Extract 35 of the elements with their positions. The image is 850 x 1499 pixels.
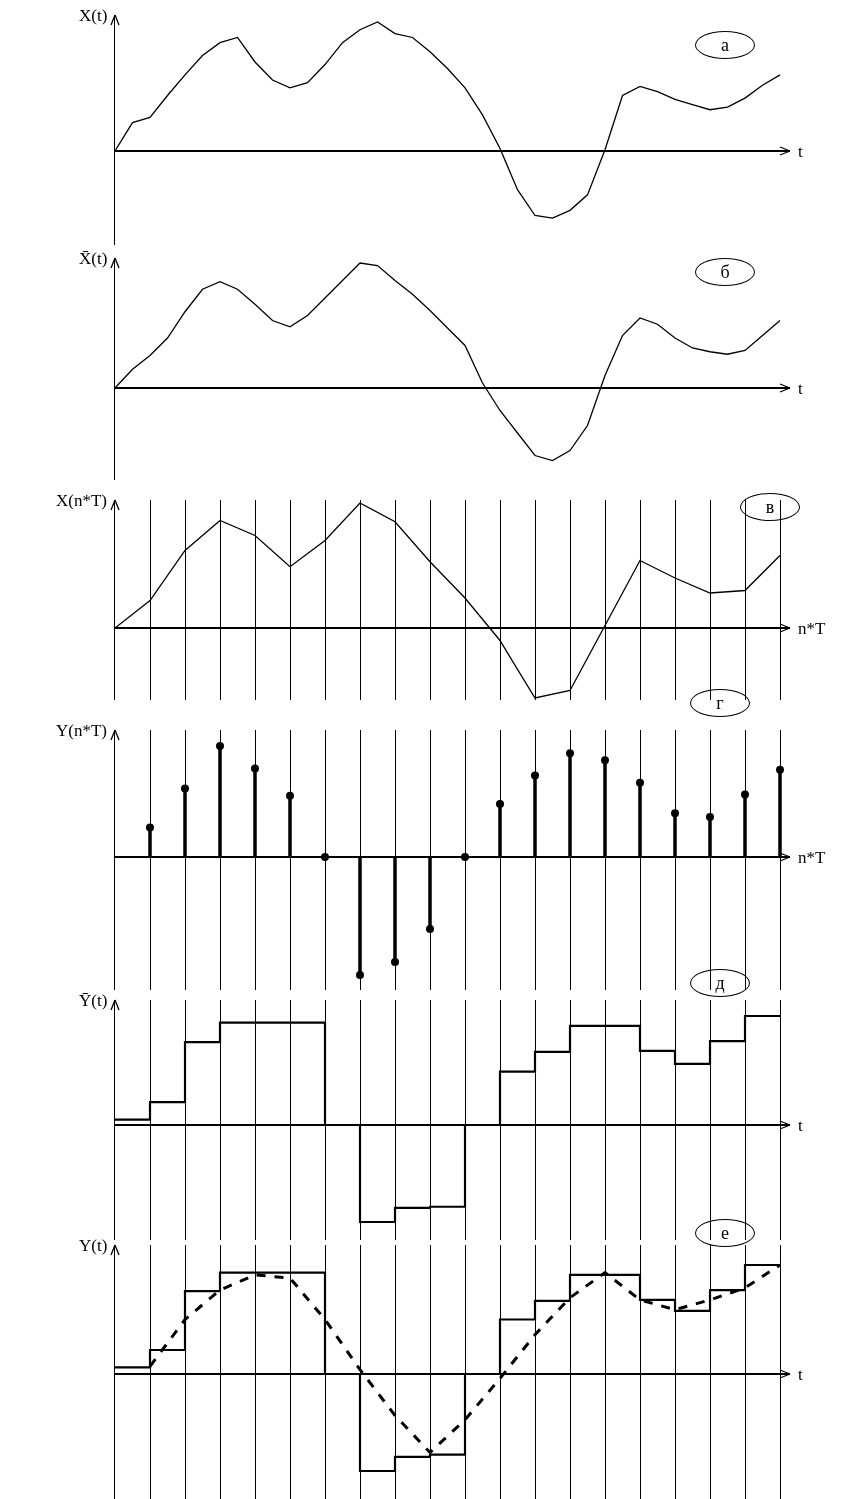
point (286, 791, 294, 800)
x-axis-title: t (798, 1116, 803, 1135)
chart-title: е (721, 1223, 729, 1243)
y-axis-title: Y(n*T) (56, 721, 107, 740)
y-axis-title: X(n*T) (56, 491, 107, 510)
y-axis-title: Y(t) (79, 1236, 108, 1255)
point (356, 971, 364, 979)
x-axis-title: t (798, 142, 803, 161)
point (706, 812, 714, 821)
y-axis-title: X̄(t) (79, 249, 108, 268)
point (741, 790, 749, 799)
point (216, 742, 224, 751)
x-axis-title: n*T (798, 619, 826, 638)
point (496, 799, 504, 808)
point (426, 924, 434, 933)
x-axis-title: t (798, 1365, 803, 1384)
text: а (721, 35, 729, 55)
y-axis-title: X(t) (79, 6, 108, 25)
chart-title: г (716, 693, 724, 713)
point (531, 771, 539, 780)
chart-title: в (765, 497, 775, 517)
point (671, 809, 679, 818)
y-axis-title: Ȳ(t) (79, 991, 108, 1010)
point (601, 756, 609, 765)
point (181, 784, 189, 793)
chart-title: д (715, 973, 725, 993)
point (636, 778, 644, 787)
point (776, 765, 784, 774)
point (146, 823, 154, 832)
point (391, 958, 399, 967)
point (566, 749, 574, 758)
chart-title: б (720, 262, 730, 282)
x-axis-title: t (798, 379, 803, 398)
point (251, 764, 259, 773)
x-axis-title: n*T (798, 848, 826, 867)
